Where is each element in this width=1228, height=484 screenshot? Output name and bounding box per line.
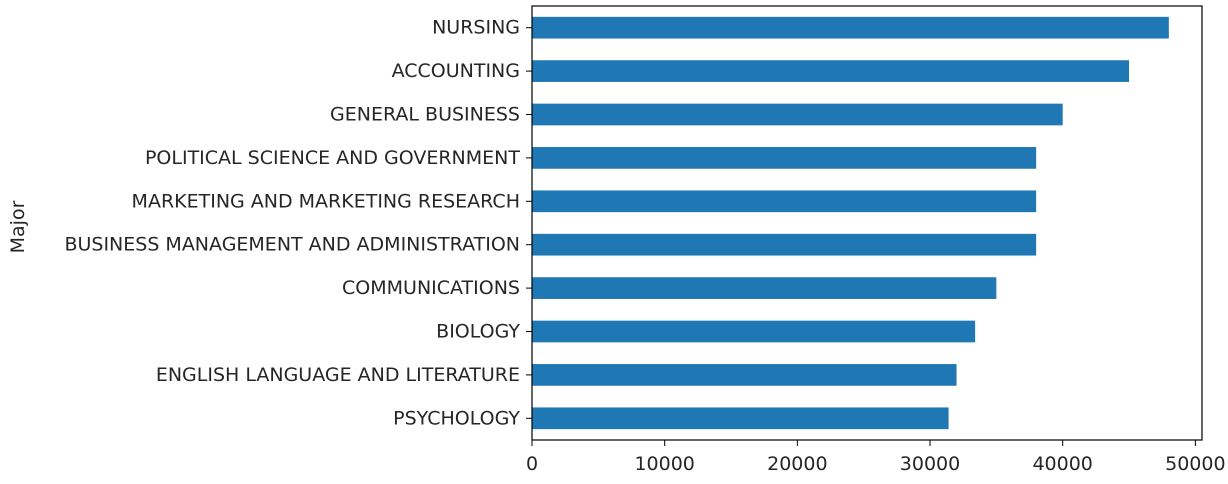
bar-biology	[532, 320, 976, 343]
category-label: NURSING	[432, 17, 520, 39]
bar-communications	[532, 277, 997, 299]
bar-general-business	[532, 103, 1063, 126]
category-label: COMMUNICATIONS	[342, 277, 520, 299]
plot-frame	[531, 5, 1203, 441]
y-axis-title: Major	[7, 200, 29, 253]
bar-political-science-and-government	[532, 147, 1037, 169]
category-label: GENERAL BUSINESS	[330, 104, 520, 126]
x-tick-label: 0	[526, 453, 538, 475]
x-tick-label: 20000	[767, 453, 827, 475]
category-label: MARKETING AND MARKETING RESEARCH	[132, 190, 520, 212]
x-tick-label: 30000	[900, 453, 960, 475]
bar-business-management-and-administration	[532, 233, 1037, 256]
bar-nursing	[532, 16, 1169, 39]
category-label: ENGLISH LANGUAGE AND LITERATURE	[156, 364, 520, 386]
bar-psychology	[532, 407, 949, 430]
bars-group	[532, 16, 1169, 430]
category-label: BUSINESS MANAGEMENT AND ADMINISTRATION	[64, 234, 520, 256]
bar-accounting	[532, 60, 1130, 82]
x-tick-label: 40000	[1032, 453, 1092, 475]
category-label: ACCOUNTING	[392, 60, 520, 82]
x-tick-label: 10000	[634, 453, 694, 475]
category-labels: PSYCHOLOGY ENGLISH LANGUAGE AND LITERATUR…	[64, 17, 532, 429]
x-tick-label: 50000	[1165, 453, 1225, 475]
x-ticks: 0 10000 20000 30000 40000 50000	[526, 440, 1226, 475]
category-label: BIOLOGY	[436, 321, 520, 343]
category-label: POLITICAL SCIENCE AND GOVERNMENT	[145, 147, 520, 169]
category-label: PSYCHOLOGY	[393, 407, 520, 429]
bar-english-language-and-literature	[532, 364, 957, 386]
bar-marketing-and-marketing-research	[532, 190, 1037, 213]
